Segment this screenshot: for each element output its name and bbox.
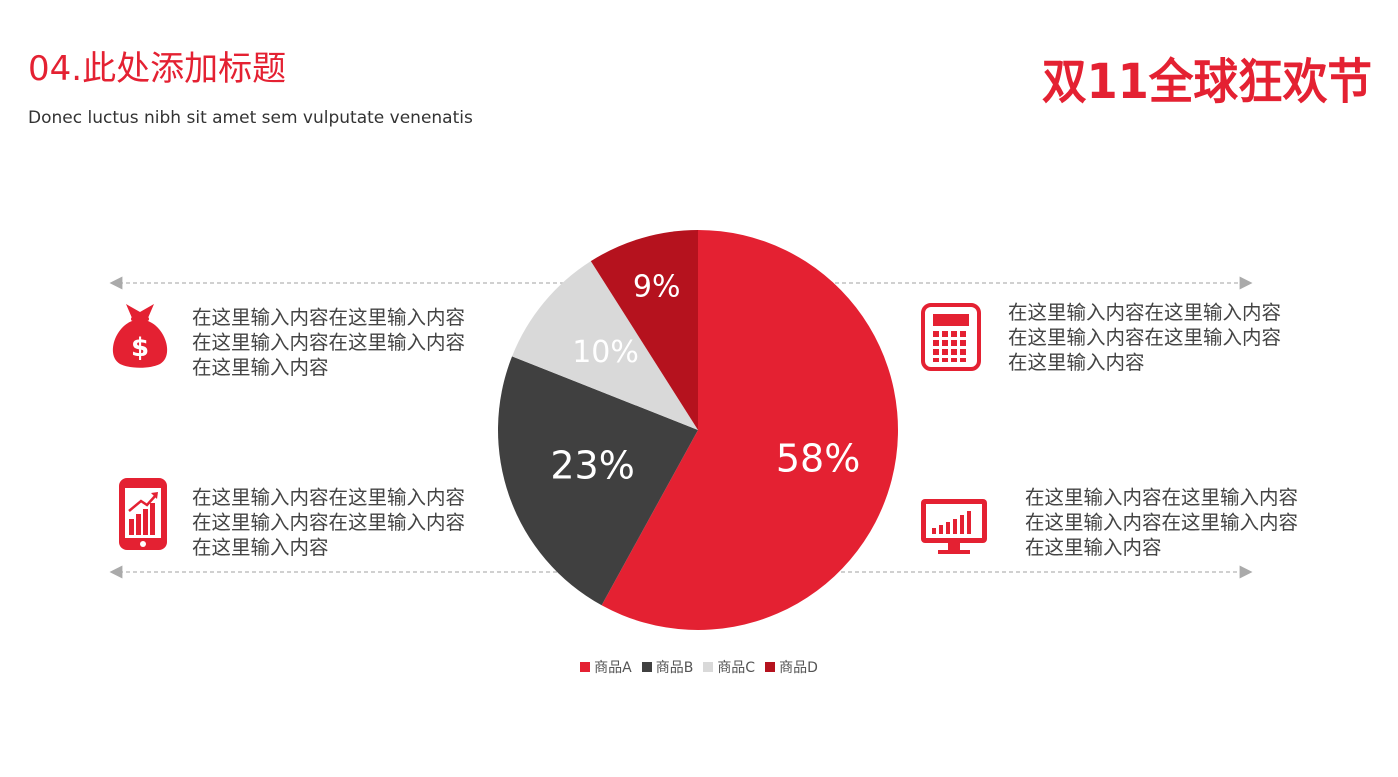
money-bag-icon: $ — [108, 300, 172, 370]
pie-slice-4 — [590, 230, 698, 430]
pie-label-1: 58% — [776, 436, 860, 480]
pie-slice-3 — [512, 261, 698, 430]
pie-slice-2 — [498, 356, 698, 606]
legend-label: 商品B — [655, 660, 694, 676]
legend-item-1: 商品A — [580, 657, 632, 677]
pie-slice-1 — [601, 230, 898, 631]
text-block-top-right: 在这里输入内容在这里输入内容在这里输入内容在这里输入内容在这里输入内容 — [1008, 301, 1282, 374]
legend-swatch — [641, 662, 652, 672]
legend-label: 商品A — [594, 660, 632, 676]
pie-label-3: 10% — [572, 335, 639, 370]
legend-swatch — [580, 662, 591, 672]
monitor-bar-chart-icon — [920, 498, 988, 556]
slide-subtitle: Donec luctus nibh sit amet sem vulputate… — [28, 108, 473, 128]
text-block-top-left: 在这里输入内容在这里输入内容在这里输入内容在这里输入内容在这里输入内容 — [192, 306, 466, 379]
text-block-bottom-left: 在这里输入内容在这里输入内容在这里输入内容在这里输入内容在这里输入内容 — [192, 486, 466, 559]
phone-growth-chart-icon — [118, 477, 168, 551]
brand-logo: 双11全球狂欢节 — [1042, 50, 1372, 110]
legend-label: 商品C — [717, 660, 756, 676]
svg-text:$: $ — [131, 333, 149, 363]
pie-label-2: 23% — [550, 443, 634, 487]
legend-item-3: 商品C — [703, 657, 755, 677]
legend-swatch — [703, 662, 714, 672]
chart-legend: 商品A 商品B 商品C 商品D — [0, 657, 1398, 677]
svg-text:双11全球狂欢节: 双11全球狂欢节 — [1042, 54, 1372, 110]
legend-label: 商品D — [779, 660, 818, 676]
legend-item-2: 商品B — [641, 657, 694, 677]
text-block-bottom-right: 在这里输入内容在这里输入内容在这里输入内容在这里输入内容在这里输入内容 — [1025, 486, 1299, 559]
pie-chart: 58% 23% 10% 9% — [498, 230, 898, 631]
legend-item-4: 商品D — [765, 657, 818, 677]
legend-swatch — [765, 662, 776, 672]
slide-title: 04.此处添加标题 — [28, 49, 287, 89]
pie-label-4: 9% — [633, 269, 681, 304]
calculator-icon — [921, 303, 981, 371]
